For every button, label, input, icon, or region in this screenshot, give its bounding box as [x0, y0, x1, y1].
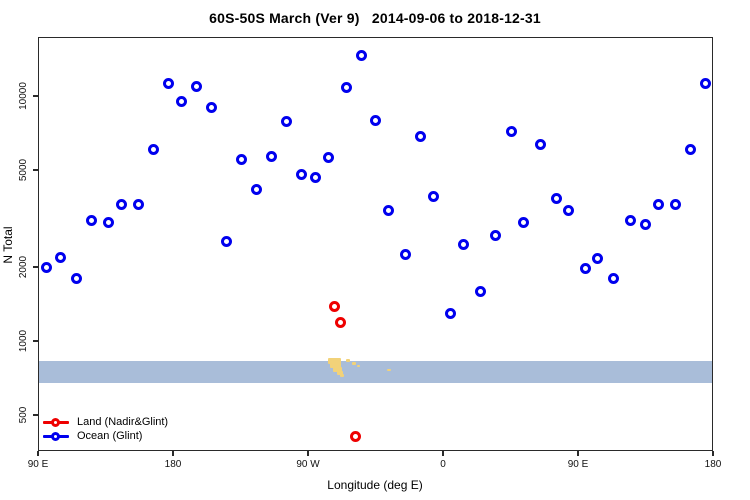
data-point-ocean: [221, 236, 232, 248]
y-tick-label: 500: [18, 406, 29, 424]
y-tick-label: 10000: [18, 82, 29, 110]
y-tick-mark: [33, 340, 38, 342]
data-point-ocean: [458, 238, 469, 250]
data-point-ocean: [506, 125, 517, 137]
data-point-ocean: [356, 49, 367, 61]
data-point-ocean: [489, 230, 501, 242]
map-land-patch: [387, 369, 391, 371]
data-point-ocean: [162, 77, 174, 89]
data-point-ocean: [624, 215, 636, 227]
data-point-ocean: [369, 114, 381, 126]
data-point-ocean: [296, 169, 307, 181]
y-tick-label: 5000: [18, 158, 29, 181]
x-tick-mark: [172, 451, 174, 456]
map-land-patch: [340, 374, 344, 377]
legend: Land (Nadir&Glint) Ocean (Glint): [41, 415, 168, 443]
y-tick-label: 1000: [18, 329, 29, 353]
x-tick-mark: [577, 451, 579, 456]
data-point-ocean: [147, 143, 159, 155]
y-tick-label: 2000: [18, 256, 29, 279]
data-point-ocean: [86, 215, 97, 227]
data-point-ocean: [206, 102, 217, 114]
x-tick-label: 90 W: [296, 459, 320, 470]
x-tick-mark: [442, 451, 444, 456]
data-point-ocean: [579, 263, 591, 275]
legend-label-ocean: Ocean (Glint): [77, 430, 143, 442]
x-tick-label: 180: [704, 459, 722, 470]
map-land-patch: [346, 359, 350, 362]
data-point-ocean: [669, 199, 681, 211]
plot-area: Land (Nadir&Glint) Ocean (Glint): [38, 37, 713, 451]
data-point-ocean: [71, 273, 82, 285]
data-point-ocean: [281, 115, 292, 127]
data-point-ocean: [176, 96, 187, 108]
legend-item-land: Land (Nadir&Glint): [41, 415, 168, 429]
data-point-ocean: [684, 143, 696, 155]
data-point-ocean: [414, 130, 426, 142]
data-point-ocean: [266, 150, 277, 162]
x-tick-label: 180: [164, 459, 182, 470]
data-point-ocean: [591, 252, 603, 264]
data-point-ocean: [383, 205, 394, 217]
legend-label-land: Land (Nadir&Glint): [77, 416, 169, 428]
data-point-land: [335, 317, 346, 329]
legend-item-ocean: Ocean (Glint): [41, 429, 168, 443]
data-point-ocean: [551, 193, 562, 205]
y-axis-title: N Total: [1, 226, 15, 264]
data-point-ocean: [54, 251, 66, 263]
data-point-ocean: [474, 286, 486, 298]
data-point-ocean: [116, 199, 127, 211]
data-point-ocean: [699, 77, 711, 89]
x-tick-mark: [37, 451, 39, 456]
data-point-ocean: [639, 218, 651, 230]
data-point-ocean: [309, 171, 321, 183]
map-land-patch: [330, 363, 341, 368]
data-point-ocean: [132, 199, 144, 211]
data-point-ocean: [41, 262, 52, 274]
y-tick-mark: [33, 169, 38, 171]
data-point-ocean: [102, 217, 114, 229]
data-point-land: [329, 301, 340, 313]
data-point-ocean: [399, 249, 411, 261]
map-land-patch: [333, 367, 342, 372]
x-tick-label: 90 E: [27, 459, 49, 470]
x-tick-mark: [307, 451, 309, 456]
data-point-ocean: [251, 183, 262, 195]
data-point-ocean: [191, 81, 202, 93]
land-marker-icon: [41, 417, 71, 428]
data-point-ocean: [428, 190, 439, 202]
map-land-patch: [357, 365, 360, 367]
chart-title: 60S-50S March (Ver 9) 2014-09-06 to 2018…: [209, 10, 541, 26]
y-tick-mark: [33, 266, 38, 268]
x-tick-label: 90 E: [567, 459, 589, 470]
map-land-patch: [337, 371, 343, 375]
map-land-patch: [328, 358, 341, 364]
data-point-ocean: [323, 152, 334, 164]
y-tick-mark: [33, 414, 38, 416]
data-point-ocean: [341, 82, 352, 94]
data-point-ocean: [653, 199, 664, 211]
map-band: [39, 361, 712, 384]
data-point-ocean: [444, 307, 456, 319]
data-point-ocean: [534, 139, 546, 151]
data-point-ocean: [563, 205, 574, 217]
x-tick-label: 0: [440, 459, 446, 470]
data-point-ocean: [236, 153, 247, 165]
x-tick-mark: [712, 451, 714, 456]
data-point-ocean: [608, 273, 619, 285]
x-axis-title: Longitude (deg E): [327, 478, 423, 492]
y-tick-mark: [33, 95, 38, 97]
data-point-land: [350, 430, 361, 442]
data-point-ocean: [518, 217, 529, 229]
map-land-patch: [352, 362, 356, 365]
ocean-marker-icon: [41, 431, 71, 442]
